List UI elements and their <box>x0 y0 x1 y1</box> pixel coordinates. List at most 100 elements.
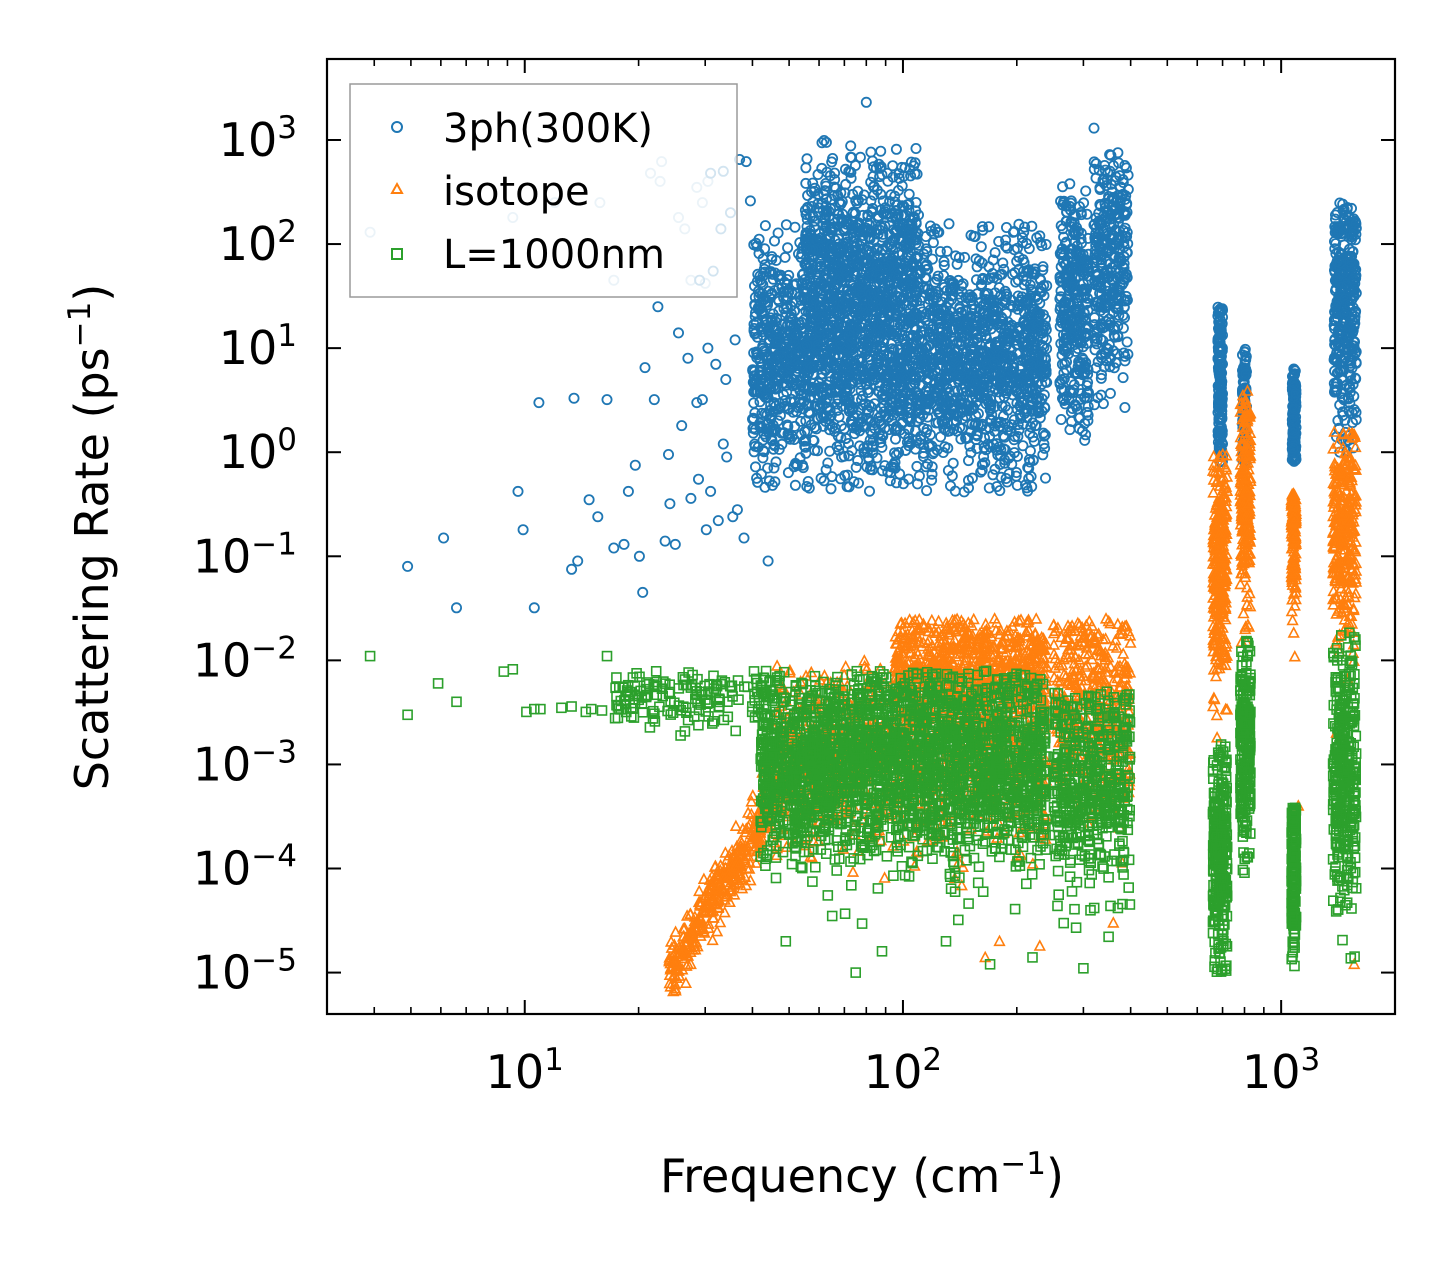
circle-data-point <box>1025 470 1037 482</box>
circle-data-point <box>1020 479 1032 491</box>
circle-data-point <box>947 457 959 469</box>
circle-data-point <box>969 231 981 243</box>
circle-data-point <box>805 419 817 431</box>
circle-data-point <box>833 411 845 423</box>
circle-data-point <box>984 430 996 442</box>
circle-data-point <box>975 466 987 478</box>
circle-data-point <box>977 418 989 430</box>
circle-data-point <box>911 460 923 472</box>
circle-data-point <box>835 473 847 485</box>
circle-data-point <box>770 456 782 468</box>
circle-data-point <box>826 355 838 367</box>
circle-data-point <box>977 224 989 236</box>
circle-data-point <box>748 239 760 251</box>
circle-data-point <box>926 474 938 486</box>
circle-data-point <box>983 482 995 494</box>
circle-data-point <box>976 459 988 471</box>
circle-data-point <box>982 288 994 300</box>
circle-data-point <box>856 394 868 406</box>
circle-data-point <box>1003 468 1015 480</box>
circle-data-point <box>993 235 1005 247</box>
circle-data-point <box>934 246 946 258</box>
circle-data-point <box>758 446 770 458</box>
circle-data-point <box>936 335 948 347</box>
circle-data-point <box>913 470 925 482</box>
circle-data-point <box>926 468 938 480</box>
circle-data-point <box>748 318 760 330</box>
circle-data-point <box>1015 412 1027 424</box>
circle-data-point <box>815 472 827 484</box>
circle-data-point <box>991 481 1003 493</box>
circle-data-point <box>941 245 953 257</box>
circle-data-point <box>966 472 978 484</box>
circle-data-point <box>916 325 928 337</box>
circle-data-point <box>864 485 876 497</box>
circle-data-point <box>768 462 780 474</box>
circle-data-point <box>789 420 801 432</box>
circle-data-point <box>1039 442 1051 454</box>
circle-data-point <box>820 464 832 476</box>
circle-data-point <box>921 485 933 497</box>
circle-data-point <box>979 457 991 469</box>
circle-data-point <box>992 416 1004 428</box>
circle-data-point <box>840 432 852 444</box>
circle-data-point <box>759 481 771 493</box>
circle-data-point <box>1017 440 1029 452</box>
circle-data-point <box>784 433 796 445</box>
circle-data-point <box>862 386 874 398</box>
circle-data-point <box>1010 470 1022 482</box>
circle-data-point <box>1040 472 1052 484</box>
circle-data-point <box>938 259 950 271</box>
circle-data-point <box>996 400 1008 412</box>
circle-data-point <box>999 457 1011 469</box>
circle-data-point <box>977 273 989 285</box>
circle-data-point <box>780 294 792 306</box>
circle-data-point <box>989 247 1001 259</box>
circle-data-point <box>914 412 926 424</box>
circle-data-point <box>926 253 938 265</box>
circle-data-point <box>759 259 771 271</box>
circle-data-point <box>1033 406 1045 418</box>
circle-data-point <box>988 301 1000 313</box>
circle-data-point <box>769 476 781 488</box>
circle-data-point <box>925 220 937 232</box>
data-points <box>364 96 1363 997</box>
circle-data-point <box>945 480 957 492</box>
circle-data-point <box>1018 256 1030 268</box>
circle-data-point <box>1000 387 1012 399</box>
circle-data-point <box>1011 466 1023 478</box>
circle-data-point <box>1022 461 1034 473</box>
circle-data-point <box>749 407 761 419</box>
circle-data-point <box>987 469 999 481</box>
circle-data-point <box>993 441 1005 453</box>
circle-data-point <box>933 379 945 391</box>
circle-data-point <box>958 486 970 498</box>
circle-data-point <box>975 241 987 253</box>
circle-data-point <box>782 242 794 254</box>
circle-data-point <box>882 466 894 478</box>
circle-data-point <box>893 446 905 458</box>
circle-data-point <box>802 475 814 487</box>
circle-data-point <box>1019 221 1031 233</box>
circle-data-point <box>997 257 1009 269</box>
circle-data-point <box>927 323 939 335</box>
circle-data-point <box>841 481 853 493</box>
circle-data-point <box>860 378 872 390</box>
circle-data-point <box>801 480 813 492</box>
series-0 <box>364 96 1362 614</box>
circle-data-point <box>778 389 790 401</box>
circle-data-point <box>1007 268 1019 280</box>
circle-data-point <box>923 293 935 305</box>
circle-data-point <box>759 220 771 232</box>
circle-data-point <box>822 457 834 469</box>
circle-data-point <box>1000 234 1012 246</box>
circle-data-point <box>1030 419 1042 431</box>
circle-data-point <box>976 257 988 269</box>
circle-data-point <box>1024 427 1036 439</box>
circle-data-point <box>971 442 983 454</box>
circle-data-point <box>789 221 801 233</box>
circle-data-point <box>818 475 830 487</box>
circle-data-point <box>842 437 854 449</box>
circle-data-point <box>761 423 773 435</box>
